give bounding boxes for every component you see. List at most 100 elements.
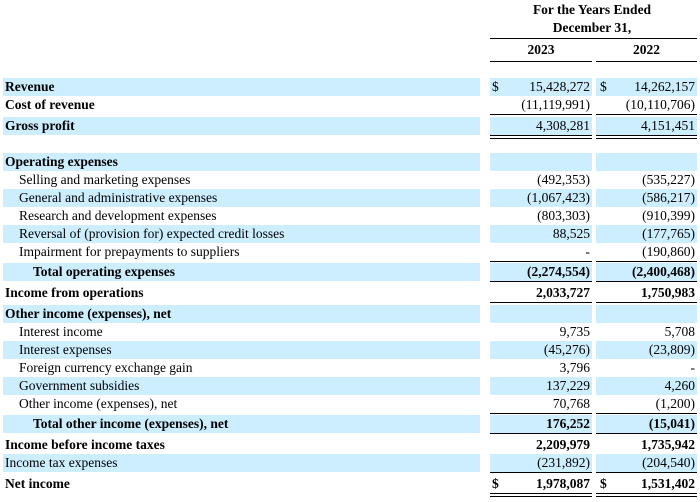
row-shading-2023 bbox=[490, 341, 592, 359]
value-2022: (15,041) bbox=[648, 416, 695, 431]
statement-row-gross-profit: Gross profit 4,308,281 4,151,451 bbox=[0, 117, 700, 135]
value-2022: (23,809) bbox=[648, 342, 695, 357]
row-shading-2023 bbox=[490, 377, 592, 395]
value-2023: 15,428,272 bbox=[529, 79, 590, 94]
row-shading bbox=[3, 377, 480, 395]
value-2023: 176,252 bbox=[546, 416, 590, 431]
statement-row-foreign-currency-exchange-gain: Foreign currency exchange gain 3,796 - bbox=[0, 359, 700, 377]
row-label: Foreign currency exchange gain bbox=[19, 360, 193, 375]
row-label: Cost of revenue bbox=[5, 97, 95, 112]
row-shading-2022 bbox=[596, 305, 697, 323]
value-2023: (231,892) bbox=[537, 455, 590, 470]
subtotal-rule-2023 bbox=[490, 261, 592, 262]
subtotal-rule-2023 bbox=[490, 281, 592, 282]
row-shading-2023 bbox=[490, 415, 592, 433]
row-label: Selling and marketing expenses bbox=[19, 172, 191, 187]
row-shading bbox=[3, 153, 480, 171]
statement-row-government-subsidies: Government subsidies 137,229 4,260 bbox=[0, 377, 700, 395]
value-2023: (2,274,554) bbox=[527, 264, 590, 279]
total-double-rule-2022 bbox=[596, 493, 697, 494]
year-underline-2022 bbox=[596, 61, 697, 62]
value-2023: - bbox=[585, 244, 591, 259]
row-label: Operating expenses bbox=[5, 154, 118, 169]
row-label: Income from operations bbox=[5, 285, 144, 300]
value-2022: (10,110,706) bbox=[625, 97, 695, 112]
subtotal-rule-2022 bbox=[596, 433, 697, 434]
row-shading bbox=[3, 263, 480, 281]
subtotal-rule-2022 bbox=[596, 472, 697, 473]
row-shading bbox=[3, 475, 480, 493]
value-2023: 3,796 bbox=[559, 360, 590, 375]
value-2022: (910,399) bbox=[642, 208, 695, 223]
statement-row-reversal-of-provision-for-expected-credit-losses: Reversal of (provision for) expected cre… bbox=[0, 225, 700, 243]
row-shading bbox=[3, 78, 480, 96]
value-2023: (45,276) bbox=[543, 342, 590, 357]
row-label: Income tax expenses bbox=[5, 455, 118, 470]
value-2023: (492,353) bbox=[537, 172, 590, 187]
subtotal-rule-2022 bbox=[596, 302, 697, 303]
subtotal-rule-2022 bbox=[596, 261, 697, 262]
subtotal-rule-2023 bbox=[490, 114, 592, 115]
value-2023: (1,067,423) bbox=[527, 190, 590, 205]
value-2022: (1,200) bbox=[655, 396, 695, 411]
statement-row-other-income-expenses-net: Other income (expenses), net 70,768 (1,200… bbox=[0, 395, 700, 413]
total-double-rule-2023 bbox=[490, 138, 592, 139]
row-shading-2023 bbox=[490, 117, 592, 135]
value-2022: (204,540) bbox=[642, 455, 695, 470]
value-2023: 4,308,281 bbox=[536, 118, 590, 133]
row-shading bbox=[3, 341, 480, 359]
subtotal-rule-2023 bbox=[490, 413, 592, 414]
row-shading-2023 bbox=[490, 153, 592, 171]
statement-row-total-operating-expenses: Total operating expenses (2,274,554) (2,40… bbox=[0, 263, 700, 281]
row-shading-2023 bbox=[490, 189, 592, 207]
statement-row-other-income-expenses-net: Other income (expenses), net bbox=[0, 305, 700, 323]
value-2022: 1,531,402 bbox=[641, 476, 695, 491]
statement-row-general-and-administrative-expenses: General and administrative expenses (1,06… bbox=[0, 189, 700, 207]
row-label: Interest income bbox=[19, 324, 103, 339]
value-2022: 14,262,157 bbox=[634, 79, 695, 94]
value-2023: 137,229 bbox=[546, 378, 590, 393]
row-shading bbox=[3, 225, 480, 243]
value-2023: 2,033,727 bbox=[536, 285, 590, 300]
year-2023-header: 2023 bbox=[527, 42, 555, 57]
statement-row-research-and-development-expenses: Research and development expenses (803,30… bbox=[0, 207, 700, 225]
statement-row-revenue: Revenue 15,428,272 14,262,157 $ $ bbox=[0, 78, 700, 96]
row-shading-2022 bbox=[596, 454, 697, 472]
statement-row-selling-and-marketing-expenses: Selling and marketing expenses (492,353) (… bbox=[0, 171, 700, 189]
statement-row-income-before-income-taxes: Income before income taxes 2,209,979 1,735… bbox=[0, 436, 700, 454]
value-2023: 2,209,979 bbox=[536, 437, 590, 452]
total-double-rule-2022 bbox=[596, 138, 697, 139]
row-shading-2022 bbox=[596, 117, 697, 135]
value-2023: 1,978,087 bbox=[536, 476, 590, 491]
row-label: Income before income taxes bbox=[5, 437, 165, 452]
subtotal-rule-2022 bbox=[596, 114, 697, 115]
period-header: For the Years Ended bbox=[532, 2, 652, 17]
value-2022: 1,750,983 bbox=[641, 285, 695, 300]
currency-symbol-2023: $ bbox=[492, 79, 499, 94]
subtotal-rule-2022 bbox=[596, 281, 697, 282]
value-2022: - bbox=[690, 360, 696, 375]
row-label: Total other income (expenses), net bbox=[33, 416, 229, 431]
row-shading bbox=[3, 454, 480, 472]
row-label: Impairment for prepayments to suppliers bbox=[19, 244, 240, 259]
date-header: December 31, bbox=[552, 20, 632, 35]
value-2023: 70,768 bbox=[552, 396, 590, 411]
value-2022: 4,151,451 bbox=[641, 118, 695, 133]
row-shading bbox=[3, 189, 480, 207]
currency-symbol-2022: $ bbox=[600, 79, 607, 94]
subtotal-rule-2023 bbox=[490, 472, 592, 473]
row-shading bbox=[3, 415, 480, 433]
total-double-rule-2023 bbox=[490, 496, 592, 497]
value-2022: (586,217) bbox=[642, 190, 695, 205]
header-underline bbox=[490, 38, 697, 39]
row-shading-2023 bbox=[490, 305, 592, 323]
row-shading-2022 bbox=[596, 78, 697, 96]
row-label: Total operating expenses bbox=[33, 264, 176, 279]
row-shading-2022 bbox=[596, 263, 697, 281]
value-2023: 88,525 bbox=[552, 226, 590, 241]
statement-row-total-other-income-expenses-net: Total other income (expenses), net 176,25… bbox=[0, 415, 700, 433]
row-label: Revenue bbox=[5, 79, 55, 94]
row-shading-2022 bbox=[596, 415, 697, 433]
value-2022: (2,400,468) bbox=[632, 264, 695, 279]
value-2022: (535,227) bbox=[642, 172, 695, 187]
